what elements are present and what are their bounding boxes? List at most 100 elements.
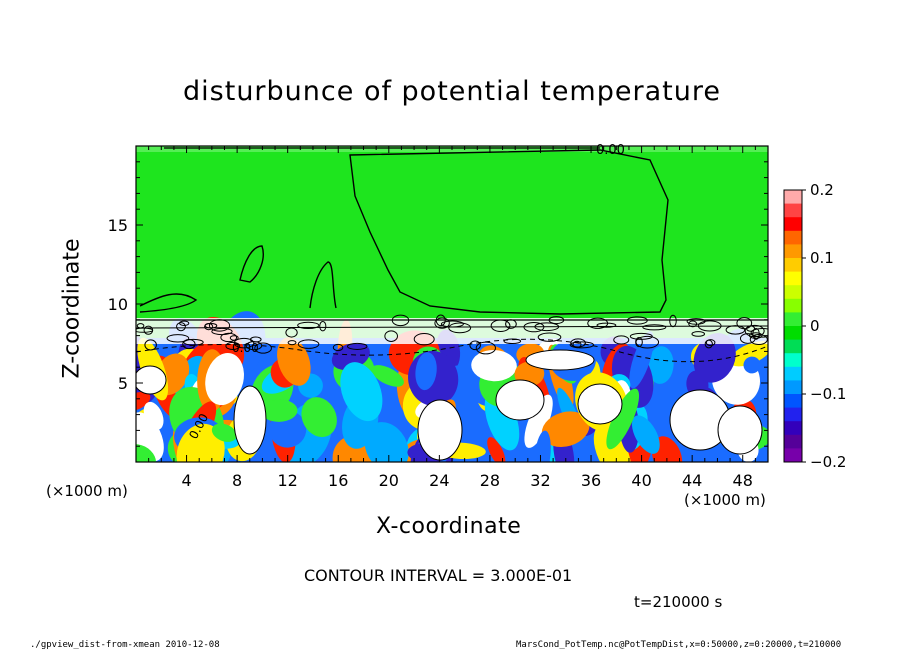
x-tick-label: 48 [733, 471, 753, 490]
chart-title: disturbunce of potential temperature [183, 76, 721, 107]
colorbar-cell [784, 421, 802, 436]
colorbar-cell [784, 339, 802, 354]
transition-contour [705, 339, 716, 347]
white-cell [417, 399, 463, 461]
transition-contour [297, 339, 320, 349]
upper-contour-2 [309, 261, 337, 309]
white-cell [495, 379, 545, 421]
transition-contour [144, 339, 157, 351]
transition-line [136, 325, 768, 329]
turbulence-blob [593, 424, 632, 462]
transition-contour [613, 335, 630, 345]
transition-contour [225, 341, 241, 351]
colorbar-cell [784, 380, 802, 395]
colorbar-cell [784, 203, 802, 218]
turbulence-blob [340, 362, 383, 422]
transition-contour [249, 336, 262, 343]
x-unit-left: (×1000 m) [46, 482, 128, 500]
x-tick-label: 12 [278, 471, 298, 490]
turbulence-blob [261, 399, 298, 422]
transition-contour [204, 323, 214, 331]
x-tick-label: 28 [480, 471, 500, 490]
transition-contour [635, 337, 643, 348]
y-tick-label: 5 [118, 374, 128, 393]
transition-contour [143, 325, 154, 335]
contour-label-mid: 0.00 [232, 341, 259, 355]
colorbar-cell [784, 407, 802, 422]
transition-dashed [136, 338, 768, 363]
colorbar-cell [784, 394, 802, 409]
x-tick-label: 36 [581, 471, 601, 490]
x-tick-label: 16 [328, 471, 348, 490]
colorbar-cell [784, 217, 802, 232]
upper-contour-3 [239, 245, 264, 283]
transition-contour [384, 330, 398, 342]
y-tick-label: 10 [108, 295, 128, 314]
colorbar-label: 0 [810, 317, 820, 335]
x-tick-label: 32 [530, 471, 550, 490]
upper-contour [349, 149, 669, 315]
transition-contour [570, 338, 586, 348]
time-label: t=210000 s [634, 593, 723, 611]
turbulence-blob [471, 350, 517, 382]
transition-contour [503, 338, 522, 345]
transition-contour [448, 322, 472, 334]
transition-contour [596, 322, 617, 328]
turbulence-blob [743, 356, 761, 374]
white-cell [136, 365, 167, 395]
turbulence-blob [631, 415, 660, 454]
transition-contour [642, 324, 667, 331]
colorbar-cell [784, 190, 802, 205]
transition-contour [413, 333, 435, 346]
turbulence-blob [629, 331, 654, 389]
transition-contour [332, 343, 344, 352]
x-axis-ticks: 4 8 12 16 20 24 28 32 36 40 44 48 [148, 146, 756, 490]
contour-interval: CONTOUR INTERVAL = 3.000E-01 [304, 566, 573, 585]
turbulence-blob [364, 422, 409, 462]
turbulence-blob [693, 333, 736, 383]
colorbar-cell [784, 271, 802, 286]
turbulence-blob [606, 388, 640, 450]
white-cell [717, 405, 763, 455]
transition-contour [287, 340, 297, 346]
transition-contour [254, 342, 272, 354]
footer-left: ./gpview_dist-from-xmean 2010-12-08 [30, 640, 220, 650]
colorbar-cell [784, 298, 802, 313]
transition-contour [691, 331, 706, 337]
turbulence-blob [415, 352, 437, 391]
y-axis-ticks: 5 10 15 [108, 161, 768, 447]
turbulence-blob [487, 437, 506, 462]
transition-contour [629, 332, 653, 340]
y-axis-label: Z-coordinate [59, 238, 85, 379]
transition-contour [233, 337, 255, 349]
turbulence-blob [534, 430, 551, 462]
turbulence-blob [277, 337, 311, 386]
colorbar-cell [784, 244, 802, 259]
transition-contour [179, 320, 190, 326]
x-tick-label: 44 [682, 471, 702, 490]
plot-area [136, 146, 768, 462]
transition-contour [182, 339, 196, 350]
turbulence-blob [143, 401, 164, 430]
transition-contour [750, 327, 768, 338]
turbulence-blob [647, 346, 674, 384]
turbulence-blob [524, 394, 553, 448]
transition-contour [211, 327, 233, 336]
colorbar-label: −0.1 [810, 385, 846, 403]
transition-contour [469, 340, 481, 351]
transition-contour [229, 335, 239, 341]
transition-contour [748, 332, 763, 339]
colorbar-cell [784, 230, 802, 245]
x-axis-label: X-coordinate [376, 514, 522, 539]
colorbar-label: −0.2 [810, 453, 846, 471]
turbulence-blob [136, 444, 157, 462]
footer-right: MarsCond_PotTemp.nc@PotTempDist,x=0:5000… [516, 640, 842, 650]
transition-contour [572, 340, 582, 349]
colorbar-cell [784, 312, 802, 327]
turbulence-blob [729, 341, 768, 367]
transition-contour [347, 342, 368, 350]
x-tick-label: 8 [232, 471, 242, 490]
colorbar-cell [784, 285, 802, 300]
colorbar-cell [784, 258, 802, 273]
